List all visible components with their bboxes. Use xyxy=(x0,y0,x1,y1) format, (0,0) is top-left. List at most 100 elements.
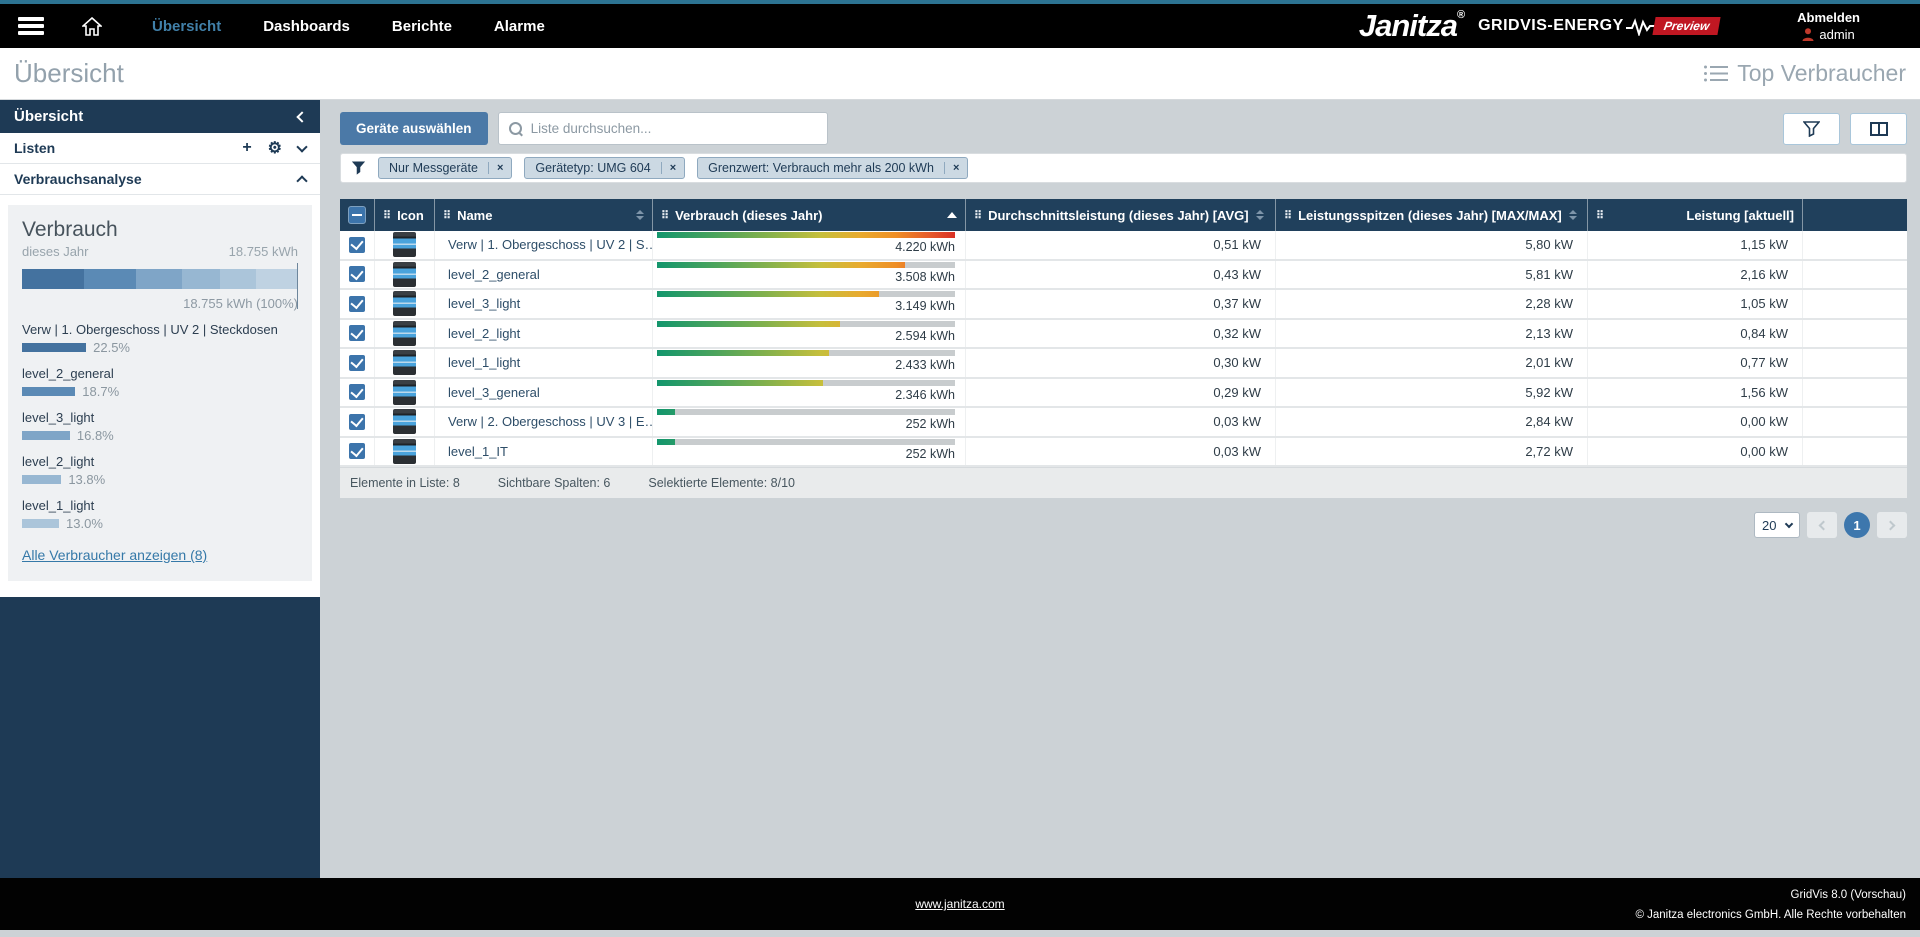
device-name[interactable]: level_1_light xyxy=(434,349,652,377)
table-row[interactable]: level_2_general 3.508 kWh 0,43 kW 5,81 k… xyxy=(340,260,1907,290)
stacked-segment xyxy=(182,269,221,289)
row-checkbox[interactable] xyxy=(349,325,365,342)
sort-ascending-icon[interactable] xyxy=(947,212,957,218)
header-current[interactable]: ⠿ Leistung [aktuell] xyxy=(1587,199,1802,231)
logout-button[interactable]: Abmelden xyxy=(1797,10,1860,25)
current-power-value: 0,00 kW xyxy=(1587,408,1802,436)
row-checkbox[interactable] xyxy=(349,413,365,430)
drag-handle-icon[interactable]: ⠿ xyxy=(443,209,451,222)
drag-handle-icon[interactable]: ⠿ xyxy=(974,209,982,222)
consumption-cell: 2.433 kWh xyxy=(652,349,965,377)
row-checkbox[interactable] xyxy=(349,295,365,312)
user-menu[interactable]: admin xyxy=(1797,27,1860,42)
nav-item-dashboards[interactable]: Dashboards xyxy=(263,17,350,35)
device-name[interactable]: level_1_IT xyxy=(434,437,652,465)
device-name[interactable]: Verw | 1. Obergeschoss | UV 2 | S… xyxy=(434,231,652,259)
peak-power-value: 5,80 kW xyxy=(1275,231,1587,259)
avg-power-value: 0,43 kW xyxy=(965,260,1275,288)
table-row[interactable]: level_3_light 3.149 kWh 0,37 kW 2,28 kW … xyxy=(340,290,1907,320)
nav-item-uebersicht[interactable]: Übersicht xyxy=(152,17,222,35)
sidebar-section-verbrauchsanalyse[interactable]: Verbrauchsanalyse xyxy=(0,164,320,195)
header-verbrauch[interactable]: ⠿ Verbrauch (dieses Jahr) xyxy=(652,199,965,231)
columns-button[interactable] xyxy=(1850,112,1907,145)
filter-chip-list: Nur Messgeräte × Gerätetyp: UMG 604 × Gr… xyxy=(378,157,969,179)
remove-filter-icon[interactable]: × xyxy=(487,162,511,174)
janitza-website-link[interactable]: www.janitza.com xyxy=(915,897,1005,911)
table-row[interactable]: level_2_light 2.594 kWh 0,32 kW 2,13 kW … xyxy=(340,319,1907,349)
header-icon[interactable]: ⠿ Icon xyxy=(374,199,434,231)
drag-handle-icon[interactable]: ⠿ xyxy=(1596,209,1604,222)
top-consumers-toggle[interactable]: Top Verbraucher xyxy=(1704,60,1906,87)
sort-icon[interactable] xyxy=(636,210,644,220)
table-row[interactable]: Verw | 1. Obergeschoss | UV 2 | S… 4.220… xyxy=(340,231,1907,261)
device-name[interactable]: level_2_light xyxy=(434,319,652,347)
sort-icon[interactable] xyxy=(1568,210,1577,220)
row-checkbox[interactable] xyxy=(349,384,365,401)
username: admin xyxy=(1819,27,1855,42)
header-select-all[interactable] xyxy=(340,199,374,231)
header-max[interactable]: ⠿ Leistungsspitzen (dieses Jahr) [MAX/MAX… xyxy=(1275,199,1587,231)
consumer-name: level_1_light xyxy=(22,498,95,513)
drag-handle-icon[interactable]: ⠿ xyxy=(661,209,669,222)
consumption-value: 4.220 kWh xyxy=(895,240,955,254)
janitza-logo: Janitza® xyxy=(1358,8,1465,43)
device-name[interactable]: level_3_general xyxy=(434,378,652,406)
page-size-select[interactable]: 20 xyxy=(1754,512,1800,538)
show-all-consumers-link[interactable]: Alle Verbraucher anzeigen (8) xyxy=(22,547,208,563)
search-input[interactable] xyxy=(530,121,817,136)
gear-icon[interactable]: ⚙ xyxy=(267,140,282,157)
filter-button[interactable] xyxy=(1783,112,1840,145)
sidebar-header: Übersicht xyxy=(0,100,320,133)
hamburger-menu-icon[interactable] xyxy=(18,17,44,35)
row-checkbox[interactable] xyxy=(349,266,365,283)
chevron-down-icon[interactable] xyxy=(296,140,308,153)
peak-power-value: 2,28 kW xyxy=(1275,290,1587,318)
row-icon-cell xyxy=(374,319,434,347)
table-row[interactable]: level_1_IT 252 kWh 0,03 kW 2,72 kW 0,00 … xyxy=(340,437,1907,467)
remove-filter-icon[interactable]: × xyxy=(943,162,967,174)
drag-handle-icon[interactable]: ⠿ xyxy=(1284,209,1292,222)
next-page-button[interactable] xyxy=(1877,512,1907,538)
table-header: ⠿ Icon ⠿ Name ⠿ Verbrauch (dieses Jahr) ⠿ Du… xyxy=(340,199,1907,231)
select-devices-button[interactable]: Geräte auswählen xyxy=(340,112,488,145)
avg-power-value: 0,51 kW xyxy=(965,231,1275,259)
chevron-up-icon[interactable] xyxy=(296,174,308,187)
table-row[interactable]: level_1_light 2.433 kWh 0,30 kW 2,01 kW … xyxy=(340,349,1907,379)
header-name[interactable]: ⠿ Name xyxy=(434,199,652,231)
current-page-button[interactable]: 1 xyxy=(1844,512,1870,538)
consumption-bar xyxy=(657,291,955,297)
collapse-sidebar-icon[interactable] xyxy=(296,110,308,123)
add-list-icon[interactable]: + xyxy=(242,139,252,156)
nav-item-alarme[interactable]: Alarme xyxy=(493,17,545,35)
row-empty-cell xyxy=(1802,231,1907,259)
peak-power-value: 5,81 kW xyxy=(1275,260,1587,288)
sidebar-section-listen[interactable]: Listen + ⚙ xyxy=(0,133,320,164)
device-name[interactable]: level_2_general xyxy=(434,260,652,288)
row-checkbox[interactable] xyxy=(349,354,365,371)
sidebar: Übersicht Listen + ⚙ Verbrauchsanalyse xyxy=(0,100,320,878)
row-icon-cell xyxy=(374,260,434,288)
remove-filter-icon[interactable]: × xyxy=(660,162,684,174)
header-avg[interactable]: ⠿ Durchschnittsleistung (dieses Jahr) [AV… xyxy=(965,199,1275,231)
row-empty-cell xyxy=(1802,290,1907,318)
sort-icon[interactable] xyxy=(1255,210,1264,220)
device-name[interactable]: Verw | 2. Obergeschoss | UV 3 | E… xyxy=(434,408,652,436)
row-icon-cell xyxy=(374,290,434,318)
current-power-value: 1,15 kW xyxy=(1587,231,1802,259)
table-row[interactable]: Verw | 2. Obergeschoss | UV 3 | E… 252 k… xyxy=(340,408,1907,438)
row-checkbox[interactable] xyxy=(349,236,365,253)
drag-handle-icon[interactable]: ⠿ xyxy=(383,209,391,222)
search-icon xyxy=(508,121,523,136)
select-all-checkbox[interactable] xyxy=(348,206,366,224)
avg-power-value: 0,03 kW xyxy=(965,408,1275,436)
previous-page-button[interactable] xyxy=(1807,512,1837,538)
stacked-segment xyxy=(84,269,136,289)
consumption-bar-fill xyxy=(657,409,675,415)
stacked-segment xyxy=(220,269,257,289)
nav-item-berichte[interactable]: Berichte xyxy=(391,17,452,35)
home-icon[interactable] xyxy=(82,16,102,36)
table-row[interactable]: level_3_general 2.346 kWh 0,29 kW 5,92 k… xyxy=(340,378,1907,408)
device-name[interactable]: level_3_light xyxy=(434,290,652,318)
consumer-name: level_2_light xyxy=(22,454,95,469)
row-checkbox[interactable] xyxy=(349,443,365,460)
